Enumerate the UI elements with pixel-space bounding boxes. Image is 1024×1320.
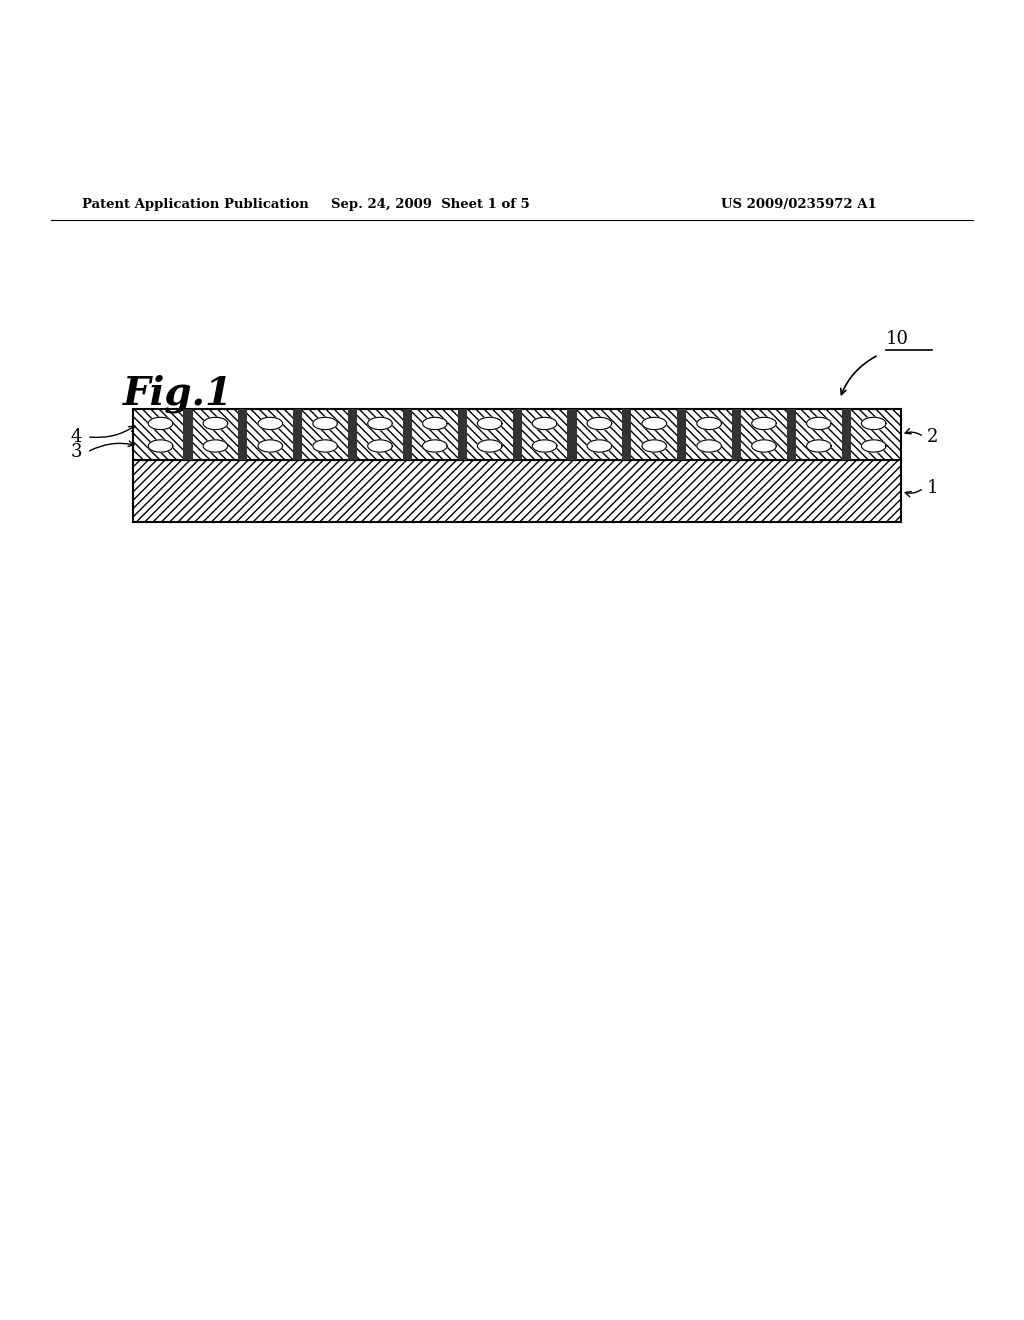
Text: 3: 3	[71, 444, 82, 461]
Polygon shape	[532, 417, 557, 429]
FancyBboxPatch shape	[183, 409, 193, 461]
Polygon shape	[642, 417, 667, 429]
FancyBboxPatch shape	[677, 409, 686, 461]
Polygon shape	[697, 417, 721, 429]
Text: US 2009/0235972 A1: US 2009/0235972 A1	[721, 198, 877, 211]
Polygon shape	[423, 440, 447, 453]
FancyBboxPatch shape	[458, 409, 467, 461]
Polygon shape	[587, 440, 611, 453]
Polygon shape	[423, 417, 447, 429]
Polygon shape	[807, 440, 831, 453]
Polygon shape	[697, 440, 721, 453]
Polygon shape	[477, 417, 502, 429]
FancyBboxPatch shape	[732, 409, 741, 461]
Polygon shape	[368, 417, 392, 429]
Text: Sep. 24, 2009  Sheet 1 of 5: Sep. 24, 2009 Sheet 1 of 5	[331, 198, 529, 211]
FancyBboxPatch shape	[293, 409, 302, 461]
FancyBboxPatch shape	[133, 409, 901, 461]
FancyBboxPatch shape	[348, 409, 357, 461]
Text: 2: 2	[927, 428, 938, 446]
FancyBboxPatch shape	[623, 409, 632, 461]
Polygon shape	[313, 440, 338, 453]
Text: 4: 4	[71, 428, 82, 446]
Polygon shape	[752, 417, 776, 429]
Polygon shape	[148, 440, 173, 453]
Polygon shape	[861, 440, 886, 453]
Text: 10: 10	[886, 330, 908, 347]
Polygon shape	[532, 440, 557, 453]
Polygon shape	[203, 417, 227, 429]
Text: Patent Application Publication: Patent Application Publication	[82, 198, 308, 211]
Polygon shape	[752, 440, 776, 453]
FancyBboxPatch shape	[133, 461, 901, 521]
Polygon shape	[477, 440, 502, 453]
Polygon shape	[203, 440, 227, 453]
Polygon shape	[587, 417, 611, 429]
FancyBboxPatch shape	[239, 409, 248, 461]
FancyBboxPatch shape	[402, 409, 412, 461]
Text: 1: 1	[927, 479, 938, 496]
Polygon shape	[258, 440, 283, 453]
FancyBboxPatch shape	[786, 409, 796, 461]
Polygon shape	[313, 417, 338, 429]
Polygon shape	[258, 417, 283, 429]
Polygon shape	[861, 417, 886, 429]
FancyBboxPatch shape	[567, 409, 577, 461]
Text: Fig.1: Fig.1	[123, 375, 232, 413]
FancyBboxPatch shape	[513, 409, 522, 461]
Polygon shape	[368, 440, 392, 453]
FancyBboxPatch shape	[842, 409, 851, 461]
Polygon shape	[642, 440, 667, 453]
Polygon shape	[807, 417, 831, 429]
Polygon shape	[148, 417, 173, 429]
